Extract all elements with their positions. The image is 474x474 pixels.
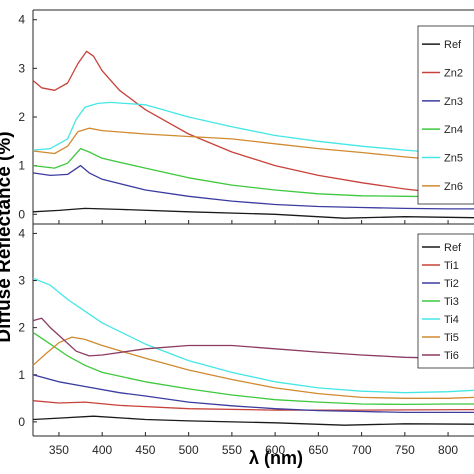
x-tick-label: 450 — [135, 443, 155, 457]
y-tick-label: 3 — [18, 61, 25, 75]
series-line-ti1 — [32, 400, 474, 411]
legend-box — [417, 25, 474, 205]
series-line-ti2 — [32, 374, 474, 414]
legend-label: Zn4 — [444, 124, 463, 136]
y-tick-label: 2 — [18, 321, 25, 335]
x-tick-label: 750 — [395, 443, 415, 457]
legend-label: Zn2 — [444, 68, 463, 80]
x-tick-label: 650 — [308, 443, 328, 457]
y-tick-label: 1 — [18, 368, 25, 382]
series-line-zn4 — [32, 147, 474, 198]
legend-label: Zn5 — [444, 153, 463, 165]
legend-label: Ti2 — [444, 278, 459, 290]
series-line-ref — [32, 207, 474, 219]
series-line-zn2 — [32, 50, 474, 197]
y-tick-label: 4 — [18, 226, 25, 240]
x-tick-label: 600 — [265, 443, 285, 457]
x-tick-label: 700 — [352, 443, 372, 457]
series-line-zn5 — [32, 101, 474, 156]
upper-panel-zn: 0 1 2 3 4 Ref Zn2 Zn3 Zn4 Zn5 Zn6 — [18, 9, 474, 225]
series-line-zn3 — [32, 164, 474, 210]
legend-label: Zn3 — [444, 96, 463, 108]
legend-label: Ref — [444, 242, 462, 254]
series-line-ti5 — [32, 336, 474, 399]
y-tick-label: 4 — [18, 13, 25, 27]
lower-panel-ti: 0 1 2 3 4 350 400 450 500 550 600 650 700 750 800 Ref Ti… — [18, 223, 474, 457]
x-tick-label: 400 — [92, 443, 112, 457]
legend-label: Ti1 — [444, 260, 459, 272]
series-line-ti4 — [32, 277, 474, 394]
legend-label: Zn6 — [444, 181, 463, 193]
x-axis-label: λ (nm) — [249, 448, 303, 468]
y-tick-label: 3 — [18, 274, 25, 288]
y-tick-label: 0 — [18, 207, 25, 221]
x-tick-label: 800 — [438, 443, 458, 457]
legend-label: Ti4 — [444, 314, 459, 326]
x-tick-label: 500 — [179, 443, 199, 457]
legend-label: Ti3 — [444, 296, 459, 308]
x-tick-label: 550 — [222, 443, 242, 457]
series-line-zn6 — [32, 127, 474, 164]
legend-label: Ti5 — [444, 332, 459, 344]
legend-label: Ti6 — [444, 350, 459, 362]
series-line-ti3 — [32, 331, 474, 406]
x-tick-label: 350 — [49, 443, 69, 457]
y-tick-label: 2 — [18, 110, 25, 124]
legend-label: Ref — [444, 39, 462, 51]
series-line-ref — [32, 415, 474, 426]
y-tick-label: 0 — [18, 415, 25, 429]
y-tick-label: 1 — [18, 159, 25, 173]
series-line-ti6 — [32, 317, 474, 359]
y-axis-label: Diffuse Reflectance (%) — [0, 131, 15, 342]
